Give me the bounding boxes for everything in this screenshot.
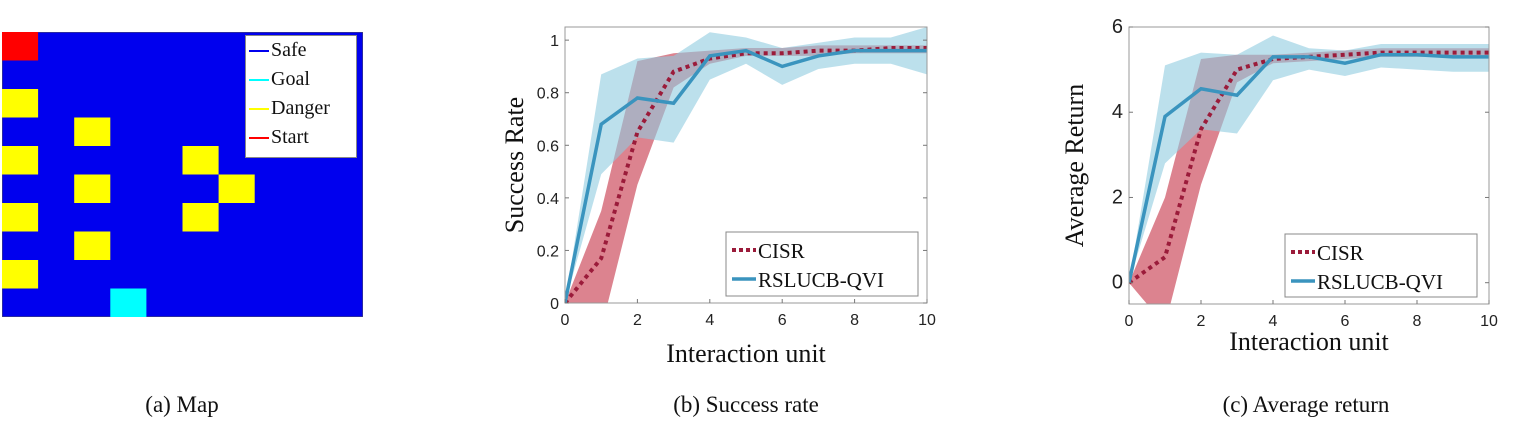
legend-swatch-start xyxy=(249,136,269,139)
map-legend: Safe Goal Danger Start xyxy=(245,35,357,158)
series-line-rslucb-qvi xyxy=(565,48,927,303)
confidence-band-rslucb-qvi xyxy=(565,27,927,303)
legend-label: Danger xyxy=(271,97,330,119)
danger-cell xyxy=(182,146,219,175)
y-tick-label: 2 xyxy=(1112,186,1123,208)
series-line-rslucb-qvi xyxy=(1129,52,1489,284)
x-tick-label: 10 xyxy=(1480,313,1498,330)
caption-success-rate: (b) Success rate xyxy=(673,392,819,417)
y-tick-label: 0 xyxy=(550,296,559,313)
caption-map: (a) Map xyxy=(145,392,219,417)
plot-area xyxy=(565,27,927,303)
danger-cell xyxy=(74,231,111,260)
y-tick-label: 0.6 xyxy=(537,138,559,155)
legend-label: RSLUCB-QVI xyxy=(758,268,884,292)
x-tick-label: 4 xyxy=(1269,313,1278,330)
legend-item-safe: Safe xyxy=(249,36,356,65)
danger-cell xyxy=(2,146,39,175)
y-tick-label: 1 xyxy=(550,33,559,50)
legend-label: Start xyxy=(271,126,309,148)
danger-cell xyxy=(182,203,219,232)
caption-average-return: (c) Average return xyxy=(1222,392,1390,417)
legend-swatch-safe xyxy=(249,49,269,52)
y-tick-label: 0.2 xyxy=(537,243,559,260)
x-tick-label: 6 xyxy=(778,312,787,329)
legend-swatch-goal xyxy=(249,78,269,81)
y-axis-label: Success Rate xyxy=(500,97,529,233)
legend-item-goal: Goal xyxy=(249,65,356,94)
y-tick-label: 0.4 xyxy=(537,191,559,208)
goal-cell xyxy=(110,288,147,317)
danger-cell xyxy=(2,260,39,289)
legend-box xyxy=(1284,233,1478,298)
x-tick-label: 0 xyxy=(561,312,570,329)
x-tick-label: 8 xyxy=(1413,313,1422,330)
y-tick-label: 4 xyxy=(1112,101,1123,123)
danger-cell xyxy=(74,117,111,146)
start-cell xyxy=(2,32,39,61)
plot-area xyxy=(1129,35,1489,304)
x-axis-label: Interaction unit xyxy=(1229,327,1389,356)
danger-cell xyxy=(74,174,111,203)
x-tick-label: 2 xyxy=(1197,313,1206,330)
x-tick-label: 2 xyxy=(633,312,642,329)
x-axis-label: Interaction unit xyxy=(666,339,826,368)
legend-label: Safe xyxy=(271,39,307,61)
x-tick-label: 6 xyxy=(1341,313,1350,330)
confidence-band-rslucb-qvi xyxy=(1129,35,1489,283)
x-tick-label: 10 xyxy=(918,312,936,329)
danger-cell xyxy=(2,89,39,118)
legend-label: CISR xyxy=(1317,241,1364,265)
legend-label: Goal xyxy=(271,68,310,90)
x-tick-label: 0 xyxy=(1125,313,1134,330)
axes-box xyxy=(1128,26,1490,305)
legend-swatch-danger xyxy=(249,107,269,110)
y-tick-label: 0 xyxy=(1112,272,1123,294)
danger-cell xyxy=(2,203,39,232)
x-tick-label: 8 xyxy=(850,312,859,329)
y-tick-label: 6 xyxy=(1112,16,1123,38)
legend-label: CISR xyxy=(758,239,805,263)
danger-cell xyxy=(218,174,255,203)
legend-label: RSLUCB-QVI xyxy=(1317,270,1443,294)
x-tick-label: 4 xyxy=(705,312,714,329)
series-line-cisr xyxy=(565,46,927,303)
legend-item-danger: Danger xyxy=(249,94,356,123)
success-rate-chart: 0 2 4 6 8 10 0 0.2 0.4 0.6 0.8 1 Interaction unit Suc… xyxy=(500,26,936,368)
axes-box xyxy=(564,26,928,304)
legend-item-start: Start xyxy=(249,123,356,152)
legend-box xyxy=(725,231,919,297)
y-tick-label: 0.8 xyxy=(537,86,559,103)
y-axis-label: Average Return xyxy=(1060,84,1089,247)
